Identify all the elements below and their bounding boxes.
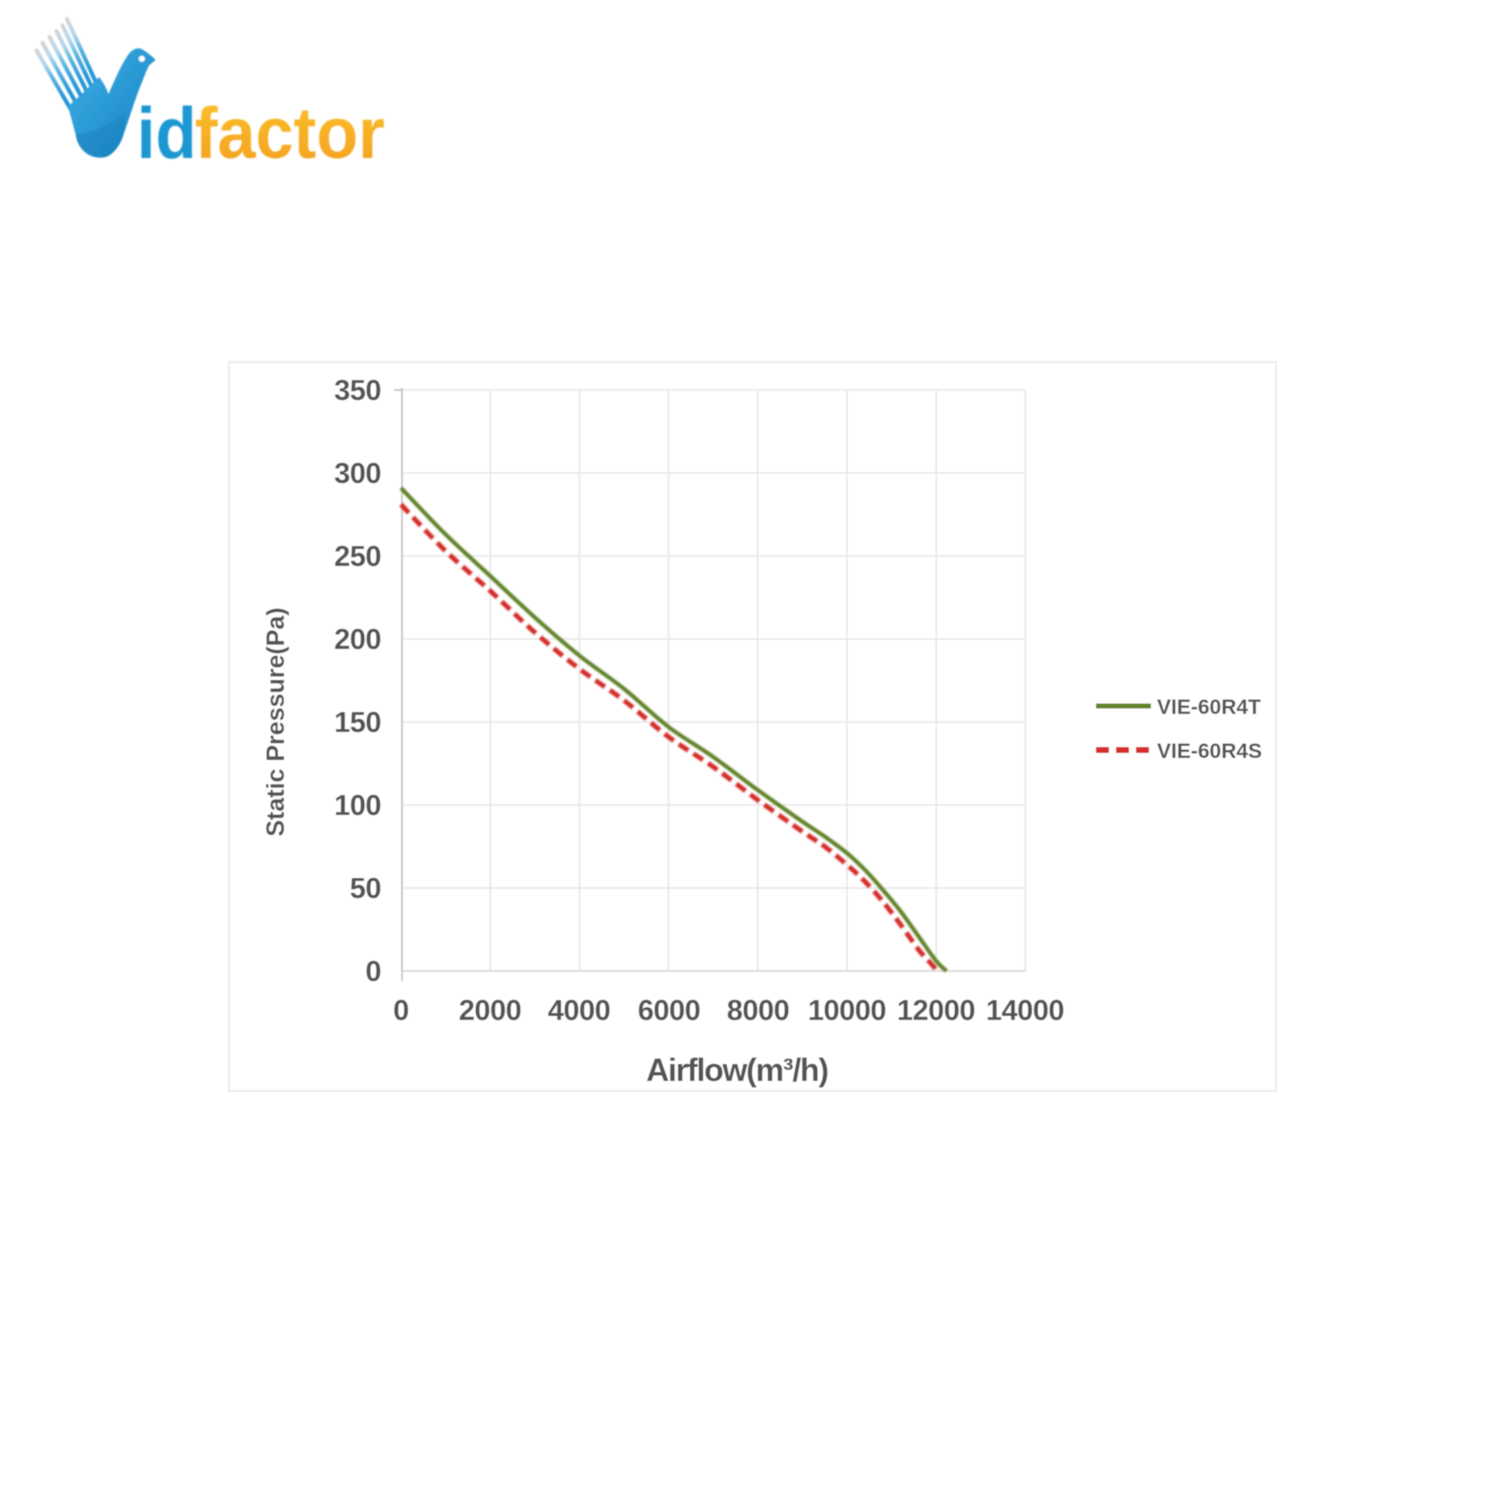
svg-text:6000: 6000	[638, 995, 701, 1027]
svg-text:0: 0	[365, 956, 381, 988]
svg-text:300: 300	[334, 458, 381, 490]
svg-text:2000: 2000	[459, 995, 522, 1027]
svg-text:12000: 12000	[897, 995, 975, 1027]
svg-text:Airflow(m³/h): Airflow(m³/h)	[646, 1052, 828, 1088]
svg-text:4000: 4000	[548, 995, 611, 1027]
svg-text:8000: 8000	[727, 995, 790, 1027]
svg-text:200: 200	[334, 624, 381, 656]
svg-text:10000: 10000	[808, 995, 886, 1027]
svg-text:Static Pressure(Pa): Static Pressure(Pa)	[262, 607, 290, 836]
svg-text:0: 0	[393, 995, 409, 1027]
svg-text:250: 250	[334, 541, 381, 573]
svg-text:14000: 14000	[986, 995, 1064, 1027]
svg-text:VIE-60R4S: VIE-60R4S	[1157, 740, 1262, 763]
svg-text:factor: factor	[195, 92, 385, 173]
svg-text:150: 150	[334, 707, 381, 739]
svg-text:VIE-60R4T: VIE-60R4T	[1157, 696, 1261, 719]
svg-text:id: id	[137, 93, 197, 174]
svg-text:100: 100	[334, 790, 381, 822]
svg-text:350: 350	[334, 375, 381, 407]
svg-text:50: 50	[350, 873, 381, 905]
